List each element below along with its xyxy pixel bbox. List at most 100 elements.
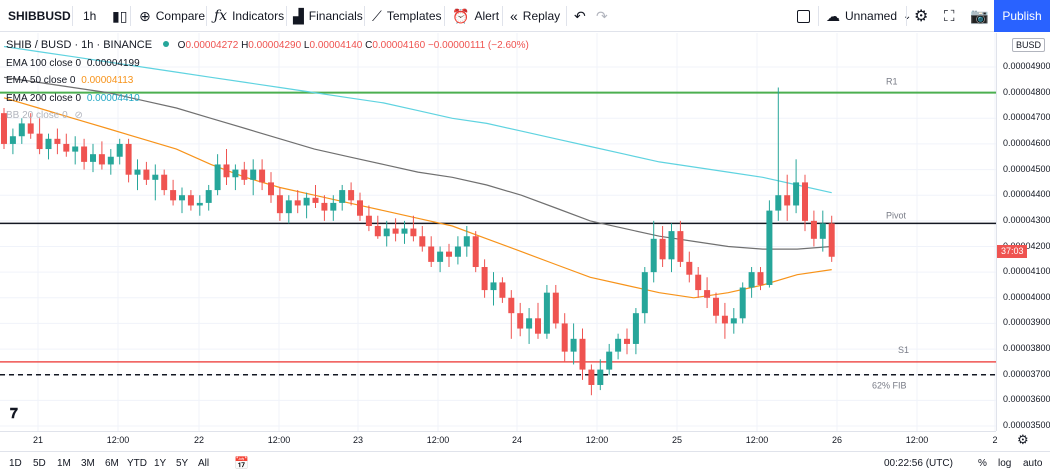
ema200-line bbox=[3, 45, 832, 194]
indicators-button[interactable]: ƒx Indicators bbox=[214, 0, 284, 32]
legend-title: SHIB / BUSD · 1h · BINANCE bbox=[6, 39, 153, 51]
price-axis[interactable]: BUSD 0.00004900 0.00004800 0.00004700 0.000… bbox=[996, 33, 1050, 431]
financials-button[interactable]: ▟ Financials bbox=[293, 0, 363, 32]
ema100-value: 0.00004199 bbox=[86, 57, 140, 69]
range-button-all[interactable]: All bbox=[198, 458, 210, 469]
utc-clock[interactable]: 00:22:56 (UTC) bbox=[884, 458, 953, 469]
range-button-1d[interactable]: 1D bbox=[9, 458, 22, 469]
candle-body bbox=[659, 238, 666, 260]
candle-body bbox=[588, 369, 595, 385]
candle-body bbox=[490, 282, 497, 291]
chart-pane[interactable]: R1 Pivot S1 62% FIB 𝟕 bbox=[0, 33, 996, 431]
price-axis-label: 0.00003800 bbox=[1003, 343, 1050, 354]
candle-body bbox=[134, 169, 141, 175]
range-button-3m[interactable]: 3M bbox=[81, 458, 95, 469]
function-icon: ƒx bbox=[214, 8, 228, 24]
ema100-legend-row[interactable]: EMA 100 close 0 0.00004199 bbox=[6, 55, 529, 73]
camera-icon: 📷 bbox=[970, 8, 989, 25]
candle-body bbox=[784, 195, 791, 206]
candle-body bbox=[294, 200, 301, 206]
toolbar-divider bbox=[364, 6, 365, 26]
toolbar-divider bbox=[72, 6, 73, 26]
redo-button[interactable]: ↷ bbox=[596, 0, 613, 32]
candle-body bbox=[268, 182, 274, 196]
percent-scale-toggle[interactable]: % bbox=[978, 458, 987, 469]
settings-button[interactable]: ⚙ bbox=[914, 0, 933, 32]
candle-body bbox=[36, 133, 43, 150]
price-axis-label: 0.00004500 bbox=[1003, 163, 1050, 174]
symbol-search-button[interactable]: SHIBBUSD bbox=[8, 0, 71, 32]
candle-body bbox=[499, 282, 506, 298]
range-button-1m[interactable]: 1M bbox=[57, 458, 71, 469]
candle-body bbox=[721, 315, 728, 324]
high-label: H bbox=[241, 40, 249, 51]
candle-body bbox=[205, 190, 212, 203]
fullscreen-checkbox[interactable] bbox=[797, 0, 810, 32]
candle-body bbox=[428, 246, 435, 262]
candles-icon: ▮▯ bbox=[112, 7, 128, 24]
alarm-clock-icon: ⏰ bbox=[452, 7, 470, 24]
candle-body bbox=[276, 195, 283, 214]
undo-icon: ↶ bbox=[574, 7, 586, 24]
toolbar-divider bbox=[502, 6, 503, 26]
bb-label: BB 20 close 0 bbox=[6, 110, 68, 121]
toolbar-divider bbox=[206, 6, 207, 26]
undo-button[interactable]: ↶ bbox=[574, 0, 591, 32]
price-axis-label: 0.00004300 bbox=[1003, 214, 1050, 225]
price-chart[interactable]: R1 Pivot S1 62% FIB 𝟕 bbox=[0, 33, 996, 431]
candle-body bbox=[437, 251, 444, 262]
alert-button[interactable]: ⏰ Alert bbox=[452, 0, 499, 32]
candle-body bbox=[90, 154, 96, 162]
candle-body bbox=[543, 292, 550, 334]
range-button-ytd[interactable]: YTD bbox=[127, 458, 147, 469]
candle-body bbox=[374, 225, 381, 237]
currency-badge[interactable]: BUSD bbox=[1012, 38, 1046, 52]
compare-button[interactable]: ⊕ Compare bbox=[139, 0, 205, 32]
candle-body bbox=[72, 146, 79, 152]
price-axis-label: 0.00004600 bbox=[1003, 137, 1050, 148]
auto-scale-toggle[interactable]: auto bbox=[1023, 458, 1043, 469]
log-scale-toggle[interactable]: log bbox=[998, 458, 1012, 469]
r1-level-label: R1 bbox=[886, 77, 898, 87]
range-button-5y[interactable]: 5Y bbox=[176, 458, 189, 469]
chart-settings-gear-icon[interactable]: ⚙ bbox=[1017, 432, 1029, 447]
close-label: C bbox=[365, 40, 373, 51]
bb-legend-row[interactable]: BB 20 close 0 ⊘ bbox=[6, 107, 529, 125]
date-range-picker-button[interactable]: 📅 bbox=[234, 456, 249, 470]
templates-button[interactable]: ⟋ Templates bbox=[372, 0, 442, 32]
expand-icon: ⛶ bbox=[944, 7, 955, 25]
candle-body bbox=[463, 236, 470, 247]
candle-body bbox=[392, 228, 399, 234]
range-button-6m[interactable]: 6M bbox=[105, 458, 119, 469]
candle-body bbox=[481, 267, 488, 291]
candle-body bbox=[704, 290, 711, 298]
candle-body bbox=[116, 143, 123, 157]
s1-level-label: S1 bbox=[898, 345, 909, 355]
candle-body bbox=[606, 351, 613, 370]
candle-body bbox=[650, 238, 657, 273]
candle-body bbox=[561, 323, 568, 352]
open-label: O bbox=[177, 40, 186, 51]
replay-button[interactable]: « Replay bbox=[510, 0, 560, 32]
publish-button[interactable]: Publish bbox=[994, 0, 1050, 32]
range-button-5d[interactable]: 5D bbox=[33, 458, 46, 469]
time-axis[interactable]: 21 12:00 22 12:00 23 12:00 24 12:00 25 12:00 26 12:… bbox=[0, 431, 998, 451]
cloud-icon: ☁ bbox=[826, 7, 840, 24]
candle-body bbox=[641, 272, 648, 314]
candle-body bbox=[454, 246, 461, 257]
interval-button[interactable]: 1h bbox=[83, 0, 96, 32]
ema200-legend-row[interactable]: EMA 200 close 0 0.00004410 bbox=[6, 90, 529, 108]
fib62-level-label: 62% FIB bbox=[872, 381, 907, 391]
layout-menu-button[interactable]: ☁ Unnamed ⌄ bbox=[826, 0, 916, 32]
candle-body bbox=[330, 202, 337, 211]
fullscreen-button[interactable]: ⛶ bbox=[944, 0, 960, 32]
ema50-legend-row[interactable]: EMA 50 close 0 0.00004113 bbox=[6, 72, 529, 90]
ema50-label: EMA 50 close 0 bbox=[6, 75, 76, 86]
time-axis-label: 25 bbox=[671, 435, 683, 445]
snapshot-button[interactable]: 📷 bbox=[970, 0, 994, 32]
chart-style-button[interactable]: ▮▯ bbox=[112, 0, 132, 32]
ema200-value: 0.00004410 bbox=[86, 92, 140, 104]
range-button-1y[interactable]: 1Y bbox=[154, 458, 167, 469]
time-axis-label: 23 bbox=[352, 435, 364, 445]
rewind-icon: « bbox=[510, 8, 518, 24]
